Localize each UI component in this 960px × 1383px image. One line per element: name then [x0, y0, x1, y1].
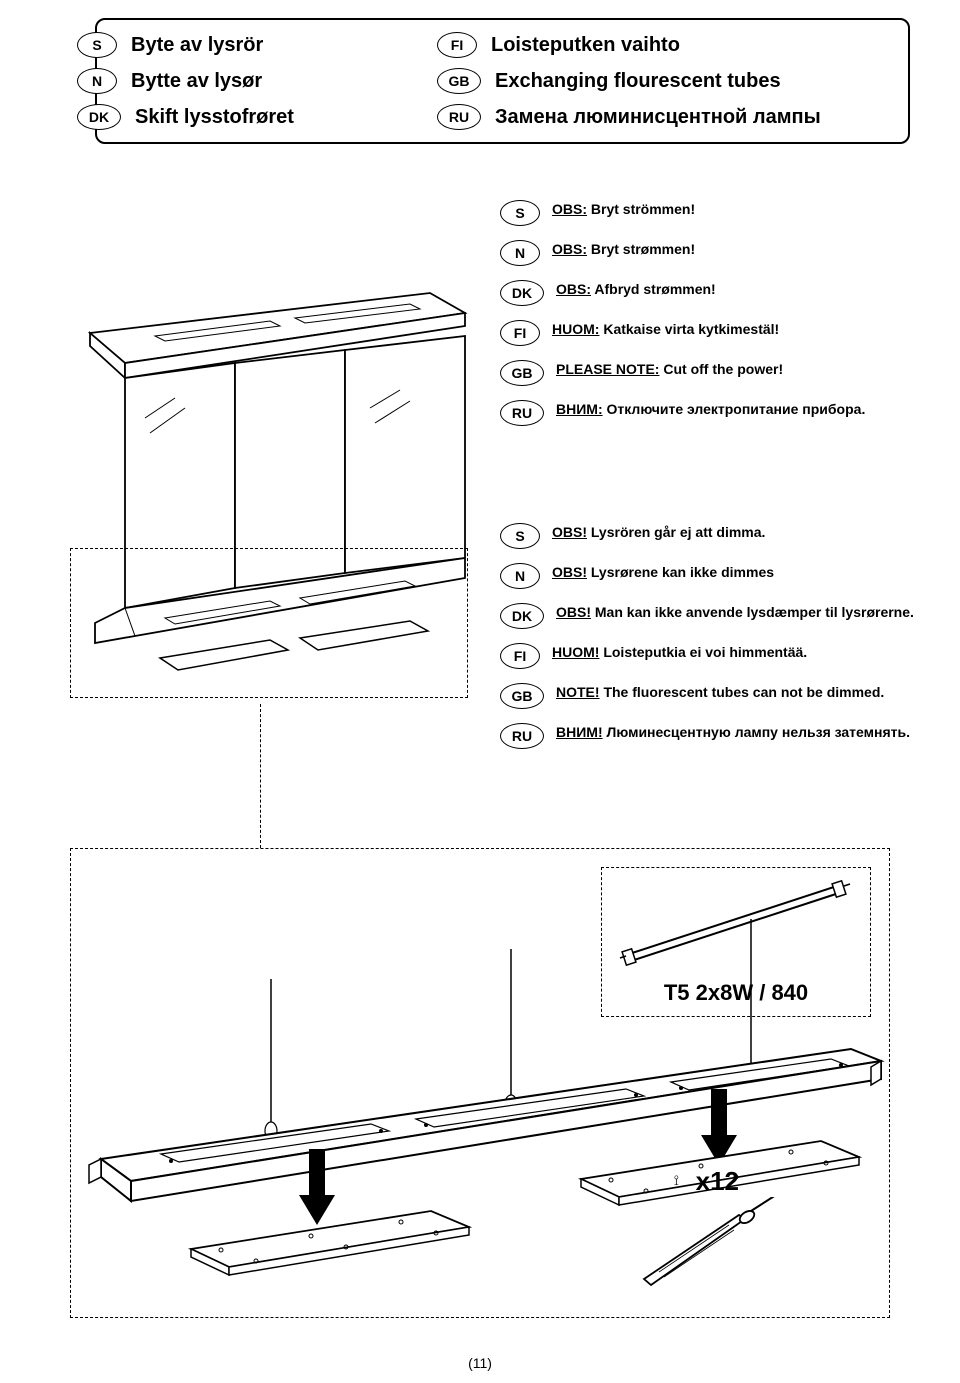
lang-badge-n: N [500, 563, 540, 589]
title-dk: Skift lysstofrøret [135, 106, 294, 129]
lang-badge-s: S [500, 523, 540, 549]
lang-badge-fi: FI [437, 32, 477, 58]
header-left-group: N Bytte av lysør [77, 68, 437, 94]
header-row: DK Skift lysstofrøret RU Замена люминисц… [97, 104, 890, 130]
header-row: N Bytte av lysør GB Exchanging flouresce… [97, 68, 890, 94]
note-text: OBS! Man kan ikke anvende lysdæmper til … [556, 603, 914, 621]
tube-spec-label: T5 2x8W / 840 [602, 980, 870, 1006]
screw-icon: ⟟ [674, 1172, 679, 1189]
lang-badge-ru: RU [500, 723, 544, 749]
lang-badge-s: S [500, 200, 540, 226]
header-right-group: FI Loisteputken vaihto [437, 32, 680, 58]
detail-connector-line [260, 704, 262, 848]
title-ru: Замена люминисцентной лампы [495, 106, 821, 129]
power-notes: S OBS: Bryt strömmen! N OBS: Bryt strømmen… [500, 200, 920, 440]
dim-notes: S OBS! Lysrören går ej att dimma. N OBS! L… [500, 523, 920, 763]
screw-count: x12 [696, 1166, 739, 1197]
lang-badge-dk: DK [500, 603, 544, 629]
header-row: S Byte av lysrör FI Loisteputken vaihto [97, 32, 890, 58]
exploded-diagram-box: T5 2x8W / 840 ⟟ x12 [70, 848, 890, 1318]
tube-spec-callout: T5 2x8W / 840 [601, 867, 871, 1017]
note-text: ВНИМ: Отключите электропитание прибора. [556, 400, 865, 418]
note-text: HUOM! Loisteputkia ei voi himmentää. [552, 643, 807, 661]
lang-badge-gb: GB [500, 683, 544, 709]
screwdriver-icon [639, 1197, 809, 1287]
header-left-group: S Byte av lysrör [77, 32, 437, 58]
title-s: Byte av lysrör [131, 34, 263, 57]
lang-badge-ru: RU [500, 400, 544, 426]
lang-badge-dk: DK [77, 104, 121, 130]
header-right-group: RU Замена люминисцентной лампы [437, 104, 821, 130]
page-number: (11) [0, 1355, 960, 1371]
cabinet-detail-box [70, 548, 468, 698]
header-right-group: GB Exchanging flourescent tubes [437, 68, 781, 94]
lang-badge-fi: FI [500, 320, 540, 346]
header-left-group: DK Skift lysstofrøret [77, 104, 437, 130]
lang-badge-gb: GB [437, 68, 481, 94]
lang-badge-ru: RU [437, 104, 481, 130]
note-text: OBS: Bryt strömmen! [552, 200, 695, 218]
header-box: S Byte av lysrör FI Loisteputken vaihto … [95, 18, 910, 144]
lang-badge-dk: DK [500, 280, 544, 306]
lang-badge-n: N [500, 240, 540, 266]
note-text: NOTE! The fluorescent tubes can not be d… [556, 683, 884, 701]
note-text: PLEASE NOTE: Cut off the power! [556, 360, 783, 378]
note-text: OBS: Afbryd strømmen! [556, 280, 716, 298]
note-text: OBS: Bryt strømmen! [552, 240, 695, 258]
tube-icon [602, 868, 872, 978]
lang-badge-fi: FI [500, 643, 540, 669]
cabinet-diagram [70, 278, 470, 698]
lang-badge-s: S [77, 32, 117, 58]
lang-badge-n: N [77, 68, 117, 94]
note-text: OBS! Lysrørene kan ikke dimmes [552, 563, 774, 581]
note-text: HUOM: Katkaise virta kytkimestäl! [552, 320, 779, 338]
note-text: OBS! Lysrören går ej att dimma. [552, 523, 765, 541]
title-n: Bytte av lysør [131, 70, 262, 93]
title-gb: Exchanging flourescent tubes [495, 70, 781, 93]
lang-badge-gb: GB [500, 360, 544, 386]
note-text: ВНИМ! Люминесцентную лампу нельзя затемн… [556, 723, 910, 741]
title-fi: Loisteputken vaihto [491, 34, 680, 57]
